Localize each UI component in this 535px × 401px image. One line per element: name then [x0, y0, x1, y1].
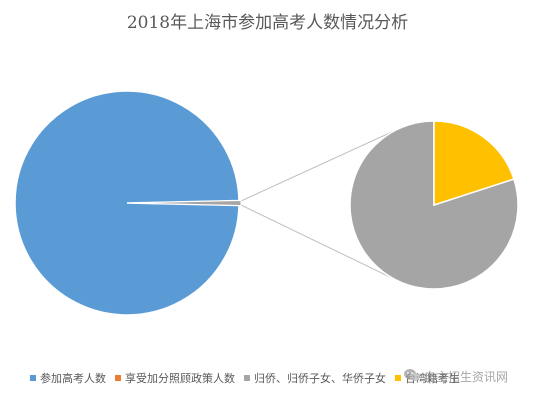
legend-swatch-icon — [395, 375, 401, 381]
pie-slice-other — [128, 200, 242, 206]
watermark-text: 自主招生资讯网 — [424, 370, 509, 384]
legend-item-bonus-policy: 享受加分照顾政策人数 — [115, 370, 235, 386]
watermark: 自主招生资讯网 — [404, 368, 508, 385]
legend-item-participants: 参加高考人数 — [30, 370, 106, 386]
connector-line-upper — [240, 128, 398, 202]
legend-label: 归侨、归侨子女、华侨子女 — [254, 372, 386, 385]
pie-slice-0 — [14, 90, 240, 316]
wechat-icon — [404, 368, 420, 385]
legend-swatch-icon — [30, 375, 36, 381]
legend-label: 参加高考人数 — [40, 372, 106, 385]
sub-pie-slice-1 — [433, 120, 515, 207]
legend-swatch-icon — [115, 375, 121, 381]
legend-label: 享受加分照顾政策人数 — [125, 372, 235, 385]
legend-swatch-icon — [244, 375, 250, 381]
connector-line-lower — [240, 204, 398, 282]
legend-item-overseas-chinese: 归侨、归侨子女、华侨子女 — [244, 370, 386, 386]
chart-title: 2018年上海市参加高考人数情况分析 — [126, 13, 409, 33]
chart-legend: 参加高考人数 享受加分照顾政策人数 归侨、归侨子女、华侨子女 台湾籍考生 — [30, 370, 535, 386]
